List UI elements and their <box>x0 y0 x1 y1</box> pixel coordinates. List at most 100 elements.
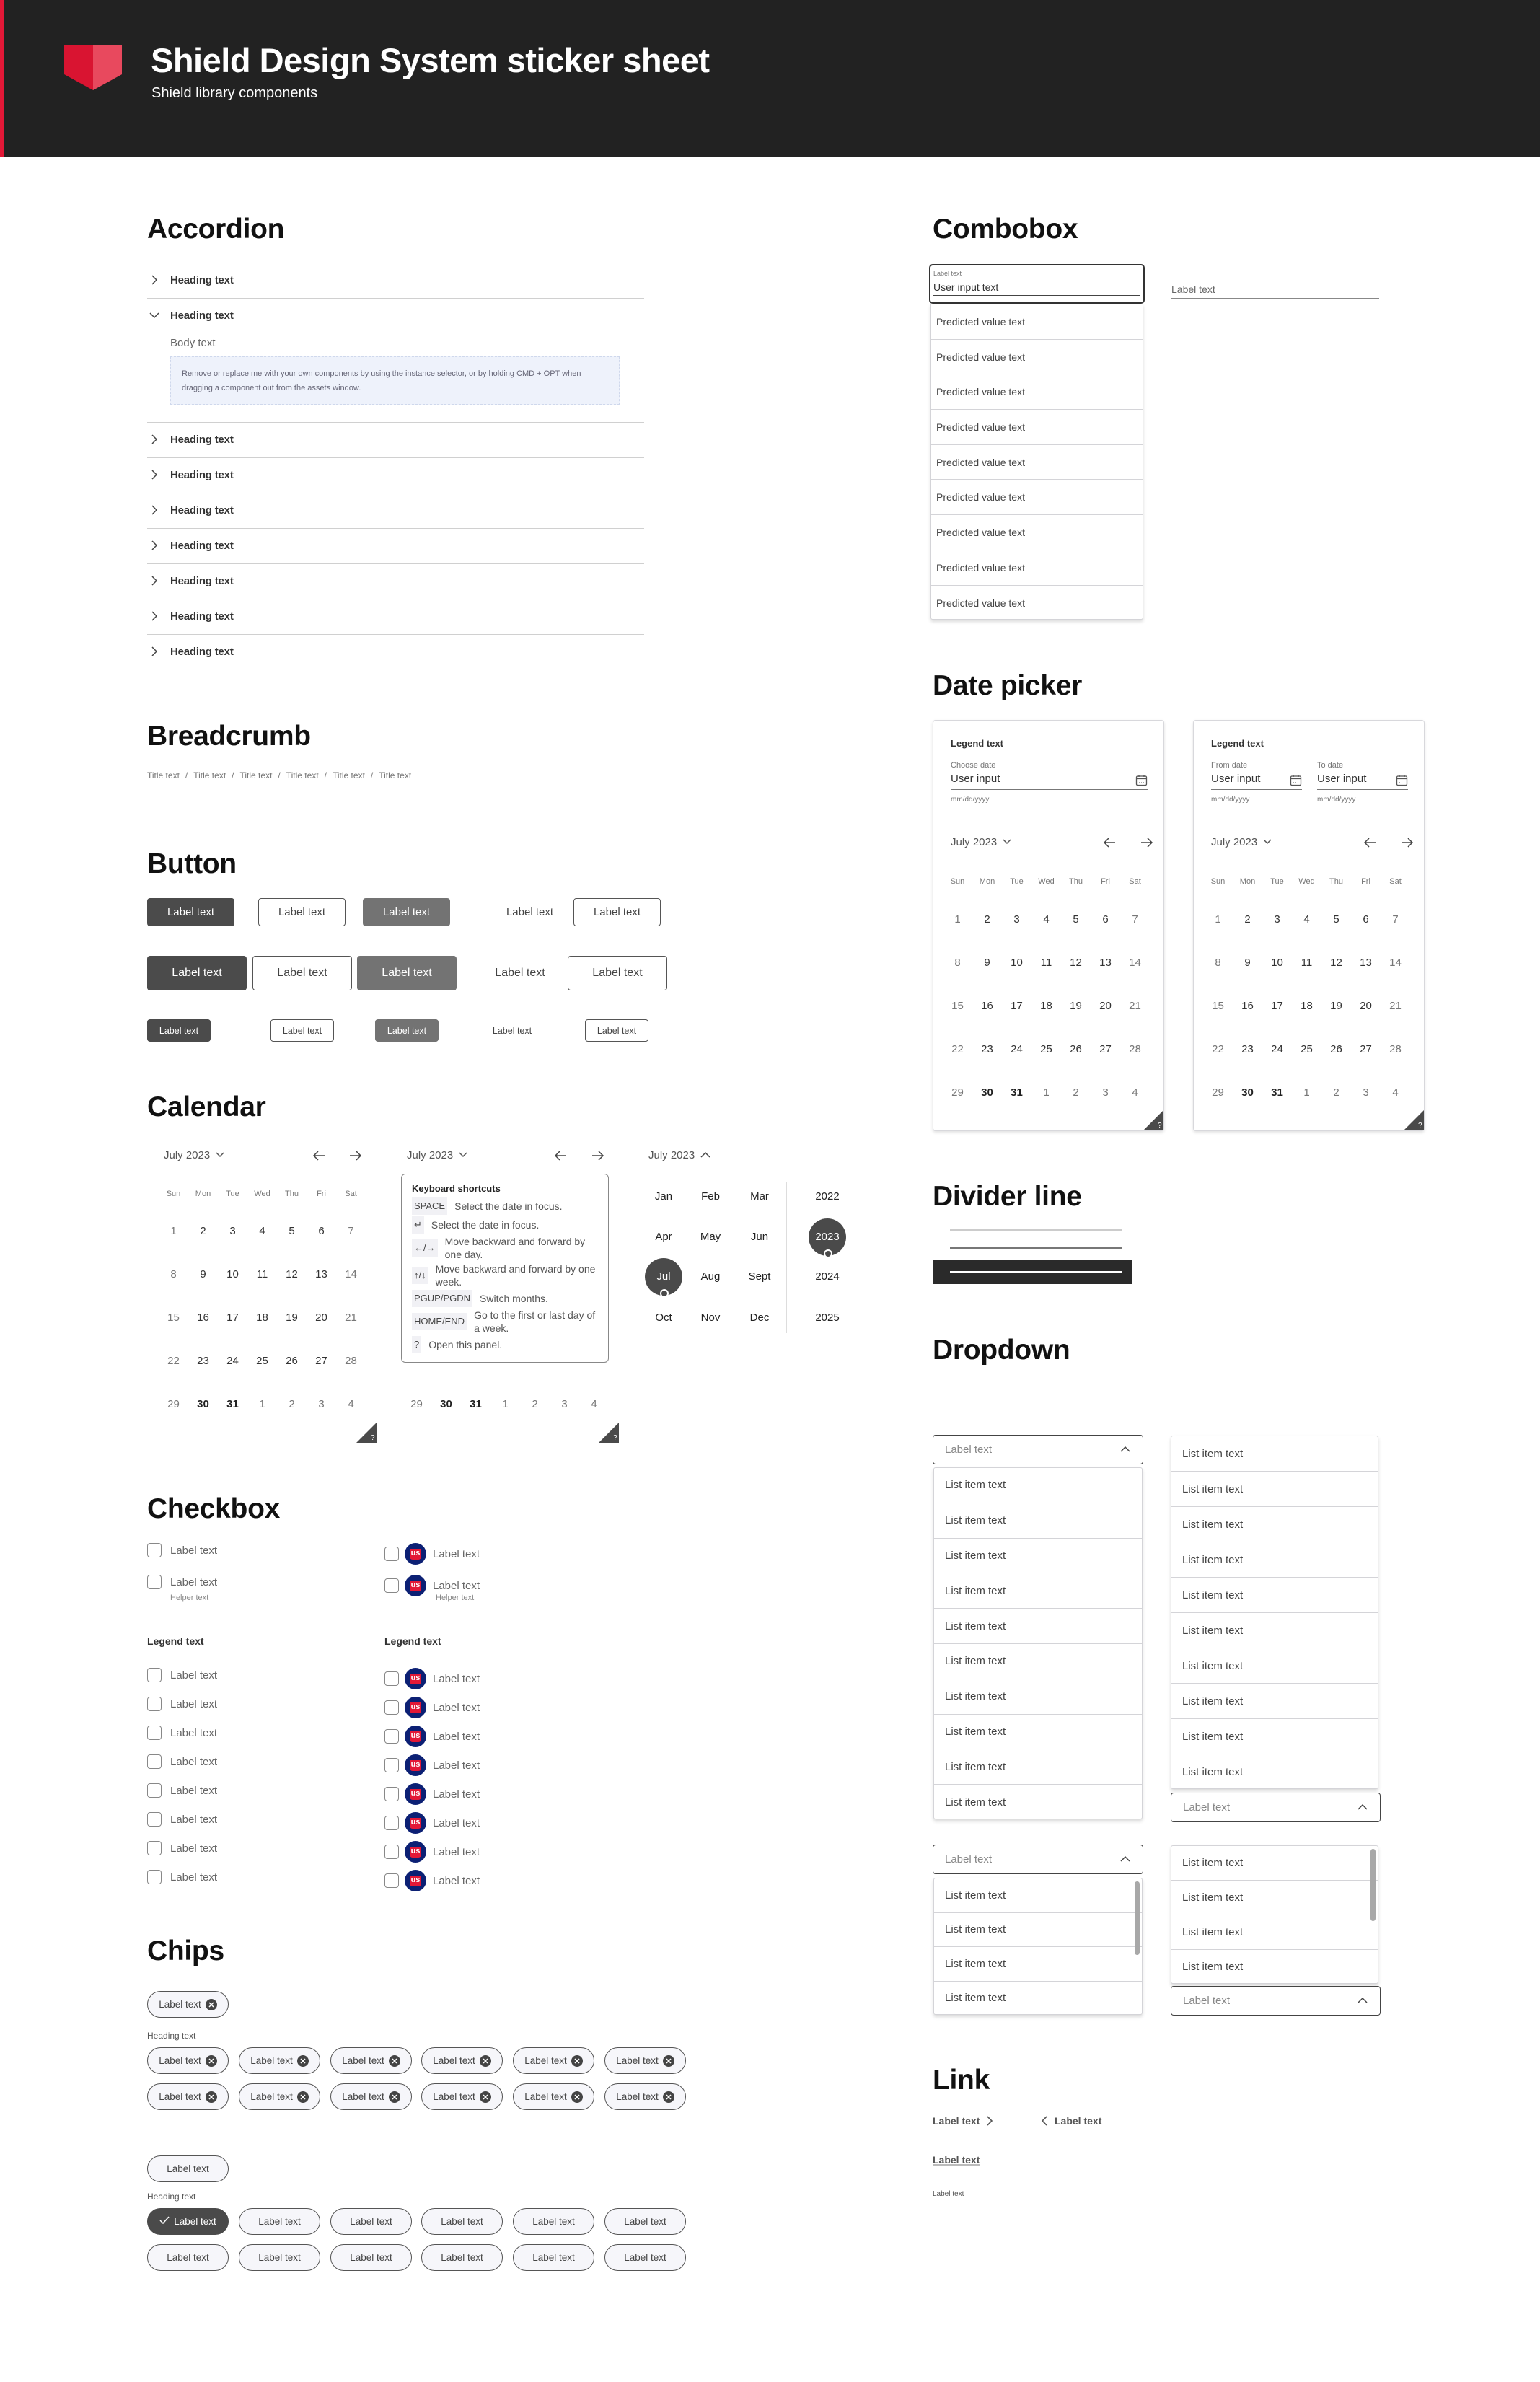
calendar-day[interactable]: 11 <box>1040 957 1052 969</box>
dropdown-option[interactable]: List item text <box>1171 1881 1378 1915</box>
calendar-day[interactable]: 10 <box>1011 957 1023 969</box>
checkbox-box[interactable] <box>384 1873 399 1888</box>
selectable-chip[interactable]: Label text <box>239 2208 320 2235</box>
calendar-day[interactable]: 25 <box>1040 1043 1052 1055</box>
year-option[interactable]: 2022 <box>815 1190 840 1203</box>
selectable-chip[interactable]: Label text <box>421 2208 503 2235</box>
calendar-day[interactable]: 24 <box>226 1355 239 1367</box>
link-large[interactable]: Label text <box>933 2154 980 2166</box>
combobox-option[interactable]: Predicted value text <box>931 304 1143 340</box>
dropdown-option[interactable]: List item text <box>1171 1542 1378 1578</box>
calendar-day[interactable]: 25 <box>256 1355 268 1367</box>
combobox-option[interactable]: Predicted value text <box>931 515 1143 550</box>
checkbox-box[interactable] <box>147 1841 162 1855</box>
date-input[interactable]: User input <box>1317 773 1408 790</box>
calendar-day[interactable]: 3 <box>318 1398 325 1410</box>
calendar-day[interactable]: 31 <box>226 1398 239 1410</box>
dropdown-option[interactable]: List item text <box>934 1947 1142 1982</box>
calendar-day[interactable]: 15 <box>167 1311 180 1324</box>
secondary-button[interactable]: Label text <box>252 956 352 990</box>
selectable-chip[interactable]: Label text <box>421 2244 503 2271</box>
calendar-day[interactable]: 14 <box>1389 957 1402 969</box>
calendar-day[interactable]: 3 <box>561 1398 568 1410</box>
calendar-day[interactable]: 24 <box>1011 1043 1023 1055</box>
calendar-icon[interactable] <box>1290 774 1302 786</box>
calendar-day[interactable]: 28 <box>1389 1043 1402 1055</box>
calendar-day[interactable]: 26 <box>286 1355 298 1367</box>
close-circle-icon[interactable] <box>296 2091 309 2103</box>
dropdown-option[interactable]: List item text <box>1171 1846 1378 1881</box>
dropdown-option[interactable]: List item text <box>1171 1436 1378 1472</box>
calendar-day[interactable]: 1 <box>170 1225 177 1237</box>
dismissible-chip[interactable]: Label text <box>604 2083 686 2110</box>
calendar-day[interactable]: 4 <box>259 1225 265 1237</box>
calendar-day[interactable]: 1 <box>502 1398 509 1410</box>
calendar-day[interactable]: 28 <box>1129 1043 1141 1055</box>
checkbox-box[interactable] <box>384 1578 399 1593</box>
close-circle-icon[interactable] <box>479 2091 491 2103</box>
checkbox-box[interactable] <box>147 1783 162 1798</box>
calendar-day[interactable]: 8 <box>170 1268 177 1280</box>
calendar-day[interactable]: 26 <box>1330 1043 1342 1055</box>
calendar-day[interactable]: 17 <box>1011 1000 1023 1012</box>
calendar-day[interactable]: 13 <box>315 1268 327 1280</box>
outline-button[interactable]: Label text <box>573 898 661 926</box>
calendar-day[interactable]: 8 <box>1215 957 1221 969</box>
calendar-day[interactable]: 9 <box>984 957 990 969</box>
checkbox-box[interactable] <box>147 1726 162 1740</box>
month-selector[interactable]: July 2023 <box>1211 836 1272 848</box>
selectable-chip[interactable]: Label text <box>604 2208 686 2235</box>
calendar-day[interactable]: 2 <box>289 1398 295 1410</box>
breadcrumb-item[interactable]: Title text <box>193 770 226 781</box>
dismissible-chip[interactable]: Label text <box>147 2083 229 2110</box>
checkbox-with-avatar[interactable]: us Label text <box>384 1754 480 1776</box>
checkbox-with-avatar[interactable]: us Label text <box>384 1870 480 1891</box>
checkbox[interactable]: Label text <box>147 1812 217 1827</box>
checkbox-with-avatar[interactable]: us Label text <box>384 1812 480 1834</box>
breadcrumb-item[interactable]: Title text <box>147 770 180 781</box>
selectable-chip[interactable]: Label text <box>513 2208 594 2235</box>
checkbox[interactable]: Label text <box>147 1543 217 1557</box>
selectable-chip[interactable]: Label text <box>330 2208 412 2235</box>
calendar-day[interactable]: 21 <box>1129 1000 1141 1012</box>
calendar-day[interactable]: 18 <box>256 1311 268 1324</box>
selectable-chip[interactable]: Label text <box>147 2208 229 2235</box>
calendar-day[interactable]: 31 <box>1011 1086 1023 1099</box>
calendar-day[interactable]: 30 <box>440 1398 452 1410</box>
selectable-chip[interactable]: Label text <box>604 2244 686 2271</box>
arrow-right-icon[interactable] <box>1140 837 1154 848</box>
checkbox[interactable]: Label text <box>147 1783 217 1798</box>
calendar-day[interactable]: 4 <box>1043 913 1050 926</box>
calendar-day[interactable]: 31 <box>470 1398 482 1410</box>
calendar-day[interactable]: 30 <box>197 1398 209 1410</box>
calendar-day[interactable]: 1 <box>1043 1086 1050 1099</box>
checkbox-with-avatar[interactable]: us Label text <box>384 1726 480 1747</box>
close-circle-icon[interactable] <box>571 2091 583 2103</box>
calendar-day[interactable]: 19 <box>1070 1000 1082 1012</box>
dropdown-field[interactable]: Label text <box>1171 1986 1381 2016</box>
calendar-day[interactable]: 2 <box>1333 1086 1339 1099</box>
dismissible-chip[interactable]: Label text <box>239 2047 320 2074</box>
calendar-day[interactable]: 3 <box>1102 1086 1109 1099</box>
calendar-day[interactable]: 22 <box>1212 1043 1224 1055</box>
selectable-chip[interactable]: Label text <box>147 2155 229 2182</box>
selectable-chip[interactable]: Label text <box>330 2244 412 2271</box>
calendar-day[interactable]: 26 <box>1070 1043 1082 1055</box>
disabled-button[interactable]: Label text <box>375 1019 439 1042</box>
close-circle-icon[interactable] <box>205 1998 217 2010</box>
dropdown-option[interactable]: List item text <box>1171 1915 1378 1950</box>
dropdown-option[interactable]: List item text <box>934 1878 1142 1913</box>
scrollbar[interactable] <box>1370 1849 1376 1921</box>
link-forward[interactable]: Label text <box>933 2115 993 2127</box>
help-corner-icon[interactable]: ? <box>599 1423 619 1443</box>
close-circle-icon[interactable] <box>388 2091 400 2103</box>
calendar-day[interactable]: 9 <box>200 1268 206 1280</box>
dismissible-chip[interactable]: Label text <box>330 2047 412 2074</box>
primary-button[interactable]: Label text <box>147 898 234 926</box>
month-selector[interactable]: July 2023 <box>648 1149 710 1161</box>
calendar-day[interactable]: 23 <box>1241 1043 1254 1055</box>
calendar-day[interactable]: 30 <box>1241 1086 1254 1099</box>
arrow-left-icon[interactable] <box>312 1150 326 1161</box>
calendar-day[interactable]: 16 <box>981 1000 993 1012</box>
calendar-day[interactable]: 27 <box>1360 1043 1372 1055</box>
